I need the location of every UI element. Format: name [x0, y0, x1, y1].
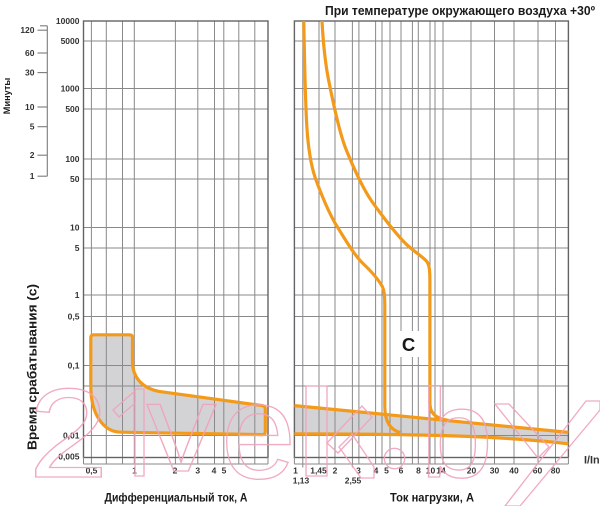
svg-text:50: 50	[70, 174, 80, 184]
svg-text:30: 30	[490, 466, 500, 476]
svg-text:I/In: I/In	[584, 455, 600, 467]
svg-text:C: C	[402, 334, 415, 355]
svg-text:5: 5	[222, 466, 227, 476]
svg-text:0,1: 0,1	[68, 361, 80, 371]
svg-text:Время срабатывания (с): Время срабатывания (с)	[26, 284, 40, 450]
svg-text:10: 10	[426, 466, 436, 476]
svg-text:2: 2	[333, 466, 338, 476]
svg-text:3: 3	[195, 466, 200, 476]
svg-text:6: 6	[399, 466, 404, 476]
svg-text:60: 60	[25, 48, 35, 58]
svg-text:10000: 10000	[56, 16, 80, 26]
svg-text:5: 5	[384, 466, 389, 476]
svg-text:80: 80	[551, 466, 561, 476]
svg-text:5: 5	[30, 122, 35, 132]
svg-text:2: 2	[173, 466, 178, 476]
svg-text:10: 10	[70, 223, 80, 233]
svg-text:Минуты: Минуты	[2, 78, 12, 115]
svg-text:5: 5	[75, 243, 80, 253]
svg-text:1: 1	[30, 171, 35, 181]
svg-text:120: 120	[20, 25, 34, 35]
svg-text:8: 8	[416, 466, 421, 476]
svg-text:14: 14	[436, 466, 446, 476]
svg-text:e: e	[221, 355, 296, 506]
svg-text:2: 2	[30, 150, 35, 160]
svg-text:40: 40	[509, 466, 519, 476]
svg-text:30: 30	[25, 68, 35, 78]
svg-text:v: v	[147, 357, 217, 498]
svg-text:3: 3	[356, 466, 361, 476]
svg-text:b: b	[420, 363, 493, 504]
svg-text:100: 100	[65, 154, 79, 164]
svg-text:0,01: 0,01	[63, 431, 80, 441]
svg-text:10: 10	[25, 102, 35, 112]
svg-text:20: 20	[467, 466, 477, 476]
svg-text:1,13: 1,13	[293, 476, 310, 486]
svg-text:Дифференциальный ток, А: Дифференциальный ток, А	[105, 493, 248, 505]
svg-text:0,005: 0,005	[58, 452, 80, 462]
svg-text:4: 4	[374, 466, 379, 476]
svg-text:1: 1	[75, 290, 80, 300]
svg-text:5000: 5000	[61, 36, 80, 46]
svg-text:2,55: 2,55	[345, 476, 362, 486]
svg-text:0,5: 0,5	[86, 466, 98, 476]
svg-text:60: 60	[533, 466, 543, 476]
svg-text:1000: 1000	[61, 84, 80, 94]
svg-text:2: 2	[29, 362, 109, 504]
svg-text:0,5: 0,5	[68, 312, 80, 322]
svg-text:Ток нагрузки, А: Ток нагрузки, А	[390, 493, 474, 505]
svg-text:1,45: 1,45	[310, 466, 327, 476]
svg-text:При температуре окружающего во: При температуре окружающего воздуха +30º	[325, 4, 595, 18]
svg-text:500: 500	[65, 104, 79, 114]
svg-text:1: 1	[293, 466, 298, 476]
svg-text:4: 4	[212, 466, 217, 476]
